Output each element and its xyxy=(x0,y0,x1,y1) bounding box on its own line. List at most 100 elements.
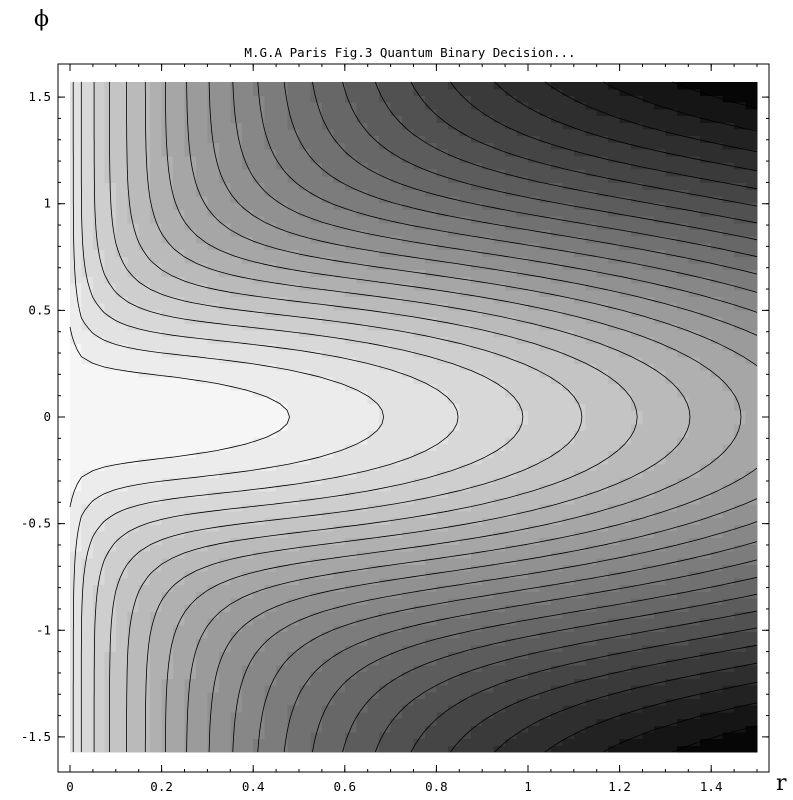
contour-cell xyxy=(299,323,312,331)
contour-cell xyxy=(711,363,724,371)
contour-cell xyxy=(619,691,632,699)
contour-cell xyxy=(653,463,666,472)
contour-cell xyxy=(173,490,186,498)
contour-cell xyxy=(447,423,460,431)
contour-cell xyxy=(688,269,701,277)
contour-cell xyxy=(539,551,552,559)
contour-cell xyxy=(699,443,712,452)
contour-cell xyxy=(528,725,541,733)
contour-cell xyxy=(516,276,529,284)
contour-cell xyxy=(184,276,197,284)
contour-cell xyxy=(218,685,231,693)
contour-cell xyxy=(711,624,724,632)
contour-cell xyxy=(528,618,541,626)
contour-cell xyxy=(276,604,289,612)
contour-cell xyxy=(459,557,472,565)
contour-cell xyxy=(173,571,186,579)
contour-cell xyxy=(390,658,403,666)
contour-cell xyxy=(173,309,186,318)
contour-cell xyxy=(424,691,437,699)
contour-cell xyxy=(413,577,426,586)
contour-cell xyxy=(402,336,415,344)
contour-cell xyxy=(447,557,460,565)
contour-cell xyxy=(619,303,632,311)
contour-cell xyxy=(173,664,186,673)
contour-cell xyxy=(195,336,208,344)
contour-cell xyxy=(562,370,575,378)
contour-cell xyxy=(230,417,243,425)
contour-cell xyxy=(608,463,621,472)
contour-cell xyxy=(276,577,289,586)
contour-cell xyxy=(70,557,83,565)
contour-cell xyxy=(344,504,357,512)
contour-cell xyxy=(92,530,105,539)
contour-cell xyxy=(184,296,197,304)
contour-cell xyxy=(619,229,632,237)
contour-cell xyxy=(459,229,472,237)
contour-cell xyxy=(195,745,208,753)
contour-cell xyxy=(70,463,83,472)
contour-cell xyxy=(218,738,231,746)
contour-cell xyxy=(115,195,128,204)
contour-cell xyxy=(150,236,163,244)
contour-cell xyxy=(184,417,197,425)
contour-cell xyxy=(436,209,449,217)
contour-cell xyxy=(356,283,369,291)
contour-cell xyxy=(367,711,380,720)
contour-cell xyxy=(241,691,254,699)
contour-cell xyxy=(734,524,747,532)
contour-cell xyxy=(573,597,586,606)
contour-cell xyxy=(344,731,357,740)
contour-cell xyxy=(92,490,105,498)
contour-cell xyxy=(539,564,552,572)
contour-cell xyxy=(516,624,529,632)
contour-cell xyxy=(550,725,563,733)
contour-cell xyxy=(333,417,346,425)
contour-cell xyxy=(642,276,655,284)
contour-cell xyxy=(241,678,254,686)
contour-cell xyxy=(367,450,380,458)
contour-cell xyxy=(619,685,632,693)
contour-cell xyxy=(562,396,575,405)
contour-cell xyxy=(619,584,632,592)
contour-cell xyxy=(711,202,724,210)
contour-cell xyxy=(276,698,289,706)
contour-cell xyxy=(424,463,437,472)
contour-cell xyxy=(665,530,678,539)
contour-cell xyxy=(321,336,334,344)
contour-cell xyxy=(276,423,289,431)
contour-cell xyxy=(173,343,186,351)
contour-cell xyxy=(356,329,369,338)
contour-cell xyxy=(115,303,128,311)
contour-cell xyxy=(321,216,334,224)
contour-cell xyxy=(138,638,151,646)
contour-cell xyxy=(424,490,437,498)
contour-cell xyxy=(115,262,128,271)
contour-cell xyxy=(539,410,552,418)
contour-cell xyxy=(470,731,483,740)
contour-cell xyxy=(195,316,208,324)
contour-cell xyxy=(70,289,83,297)
contour-cell xyxy=(505,457,518,465)
contour-cell xyxy=(459,443,472,452)
contour-cell xyxy=(127,731,140,740)
contour-cell xyxy=(367,403,380,411)
contour-cell xyxy=(299,604,312,612)
contour-cell xyxy=(653,678,666,686)
contour-cell xyxy=(138,691,151,699)
contour-cell xyxy=(379,504,392,512)
contour-cell xyxy=(104,209,117,217)
contour-cell xyxy=(676,484,689,492)
contour-cell xyxy=(276,343,289,351)
contour-cell xyxy=(676,437,689,445)
contour-cell xyxy=(138,283,151,291)
contour-cell xyxy=(550,678,563,686)
contour-cell xyxy=(539,618,552,626)
contour-cell xyxy=(92,329,105,338)
contour-cell xyxy=(81,363,94,371)
contour-cell xyxy=(470,316,483,324)
contour-cell xyxy=(550,691,563,699)
contour-cell xyxy=(253,671,266,679)
contour-cell xyxy=(745,363,758,371)
contour-cell xyxy=(699,504,712,512)
